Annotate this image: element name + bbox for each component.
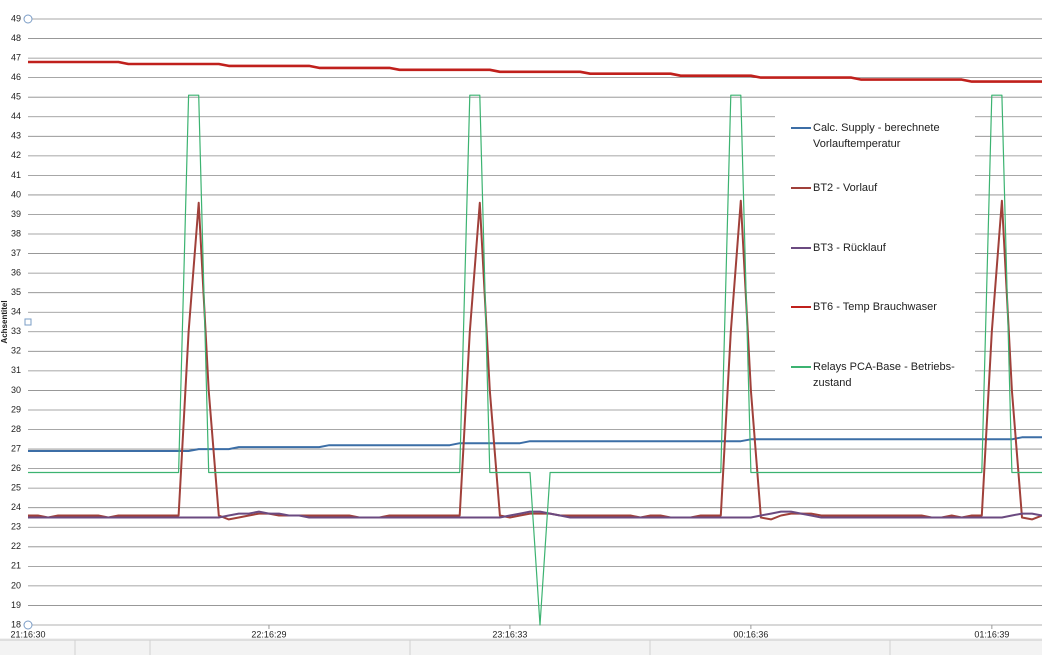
y-tick-label: 30: [11, 385, 21, 395]
series-line: [28, 436, 1042, 452]
y-tick-label: 39: [11, 209, 21, 219]
y-tick-label: 35: [11, 287, 21, 297]
legend-label: BT2 - Vorlauf: [813, 182, 878, 194]
y-tick-label: 27: [11, 443, 21, 453]
y-tick-label: 20: [11, 580, 21, 590]
y-tick-label: 46: [11, 72, 21, 82]
legend: Calc. Supply - berechnete Vorlauftempera…: [775, 105, 975, 395]
legend-swatch: [791, 127, 811, 129]
y-tick-label: 19: [11, 600, 21, 610]
series-line: [28, 510, 1042, 519]
selection-handle[interactable]: [24, 318, 32, 326]
x-tick-label: 22:16:29: [251, 629, 286, 639]
y-tick-label: 47: [11, 52, 21, 62]
legend-label: BT3 - Rücklauf: [813, 242, 886, 254]
legend-label: BT6 - Temp Brauchwaser: [813, 301, 937, 313]
y-tick-label: 44: [11, 111, 21, 121]
y-tick-label: 26: [11, 463, 21, 473]
legend-swatch: [791, 187, 811, 189]
x-tick-label: 01:16:39: [974, 629, 1009, 639]
y-tick-label: 29: [11, 404, 21, 414]
y-tick-label: 40: [11, 189, 21, 199]
y-tick-label: 33: [11, 326, 21, 336]
legend-swatch: [791, 306, 811, 308]
sheet-strip: [0, 638, 1042, 655]
series-line: [28, 60, 1042, 83]
x-tick-label: 23:16:33: [492, 629, 527, 639]
x-tick-label: 00:16:36: [733, 629, 768, 639]
legend-swatch: [791, 366, 811, 368]
y-tick-label: 38: [11, 228, 21, 238]
series-line: [28, 199, 1042, 521]
legend-label: Relays PCA-Base - Betriebs-zustand: [813, 361, 955, 389]
y-tick-label: 49: [11, 13, 21, 23]
series-line: [28, 94, 1042, 626]
y-tick-label: 28: [11, 424, 21, 434]
y-tick-label: 34: [11, 307, 21, 317]
y-tick-label: 48: [11, 33, 21, 43]
y-tick-label: 32: [11, 346, 21, 356]
selection-handle[interactable]: [23, 14, 33, 24]
y-tick-label: 25: [11, 483, 21, 493]
y-tick-label: 23: [11, 522, 21, 532]
y-tick-label: 22: [11, 541, 21, 551]
selection-handle[interactable]: [23, 620, 33, 630]
y-tick-label: 24: [11, 502, 21, 512]
y-axis-title: Achsentitel: [0, 300, 9, 343]
y-tick-label: 37: [11, 248, 21, 258]
y-tick-label: 42: [11, 150, 21, 160]
y-tick-label: 41: [11, 170, 21, 180]
y-tick-label: 31: [11, 365, 21, 375]
x-tick-label: 21:16:30: [10, 629, 45, 639]
y-tick-label: 18: [11, 619, 21, 629]
y-tick-label: 43: [11, 131, 21, 141]
y-tick-label: 36: [11, 268, 21, 278]
y-tick-label: 45: [11, 92, 21, 102]
y-tick-label: 21: [11, 561, 21, 571]
legend-label: Calc. Supply - berechnete Vorlauftempera…: [813, 122, 940, 150]
legend-swatch: [791, 247, 811, 249]
